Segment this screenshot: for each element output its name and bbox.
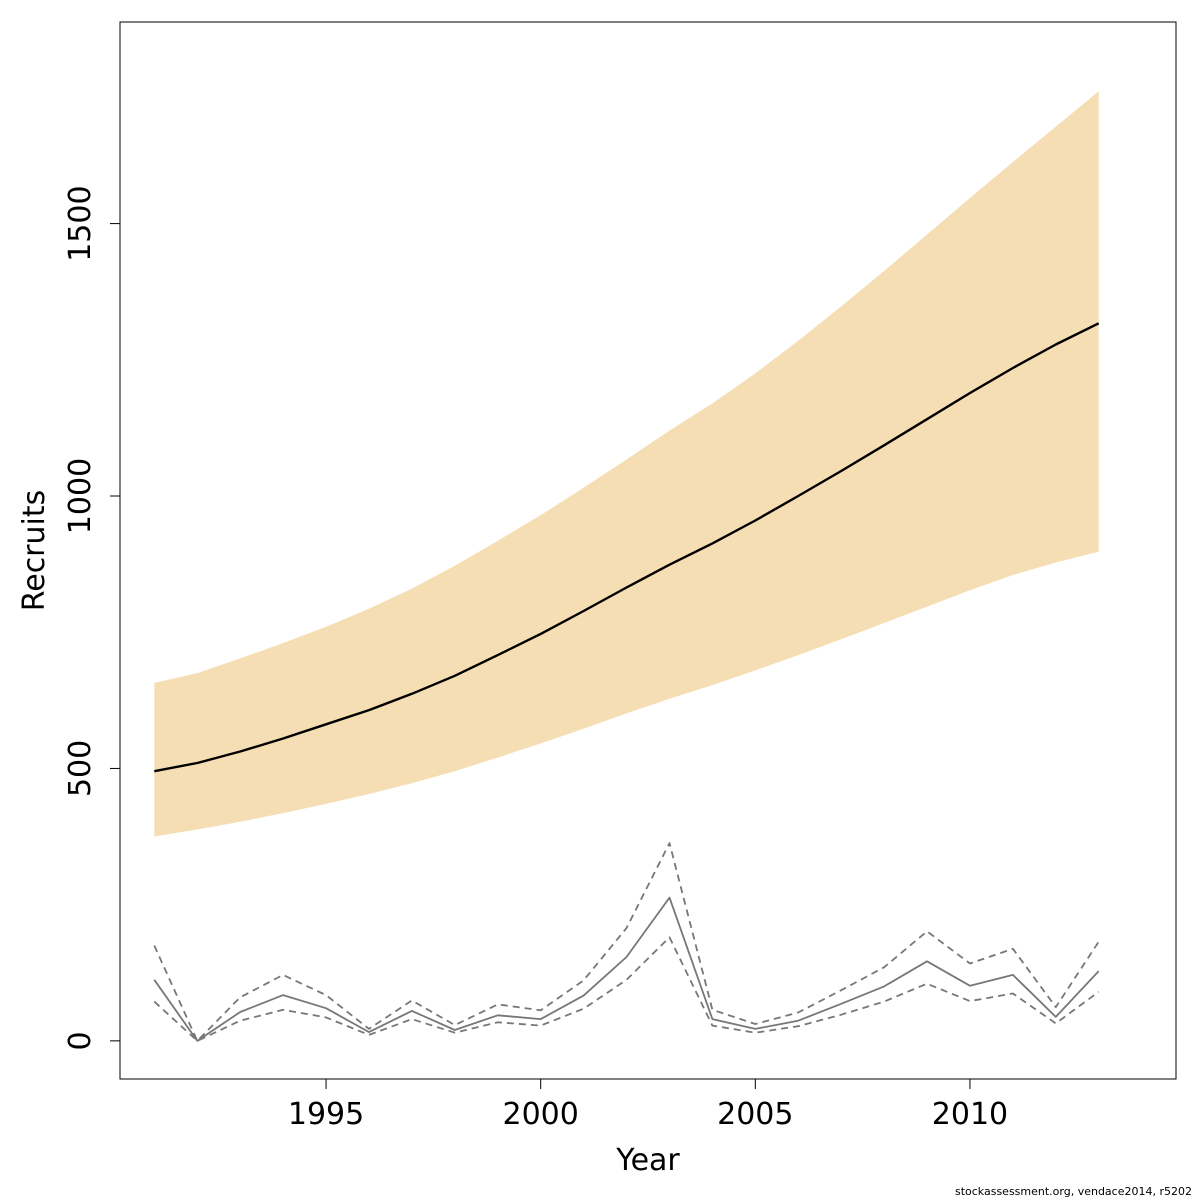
series-lines-layer <box>153 322 1100 1042</box>
y-axis-title: Recruits <box>17 490 52 612</box>
y-tick-label: 0 <box>63 1031 98 1050</box>
y-tick-label: 1500 <box>63 185 98 261</box>
x-axis-title: Year <box>615 1143 680 1178</box>
plot-frame <box>119 21 1177 1080</box>
x-tick-label: 2000 <box>503 1097 579 1132</box>
observed-lower-line <box>153 936 1100 1042</box>
observed-upper-line <box>153 842 1100 1042</box>
observed-line <box>153 896 1100 1042</box>
footer-credit: stockassessment.org, vendace2014, r5202 <box>954 1185 1192 1198</box>
x-tick-label: 2010 <box>932 1097 1008 1132</box>
x-tick-label: 1995 <box>288 1097 364 1132</box>
confidence-band <box>154 91 1099 837</box>
x-tick-label: 2005 <box>717 1097 793 1132</box>
y-tick-label: 1000 <box>63 458 98 534</box>
model-line <box>154 322 1100 773</box>
confidence-band-layer <box>154 91 1099 837</box>
y-tick-label: 500 <box>63 740 98 797</box>
axes-layer: 1995 2000 2005 2010 0 500 1000 1500 <box>63 185 1008 1132</box>
